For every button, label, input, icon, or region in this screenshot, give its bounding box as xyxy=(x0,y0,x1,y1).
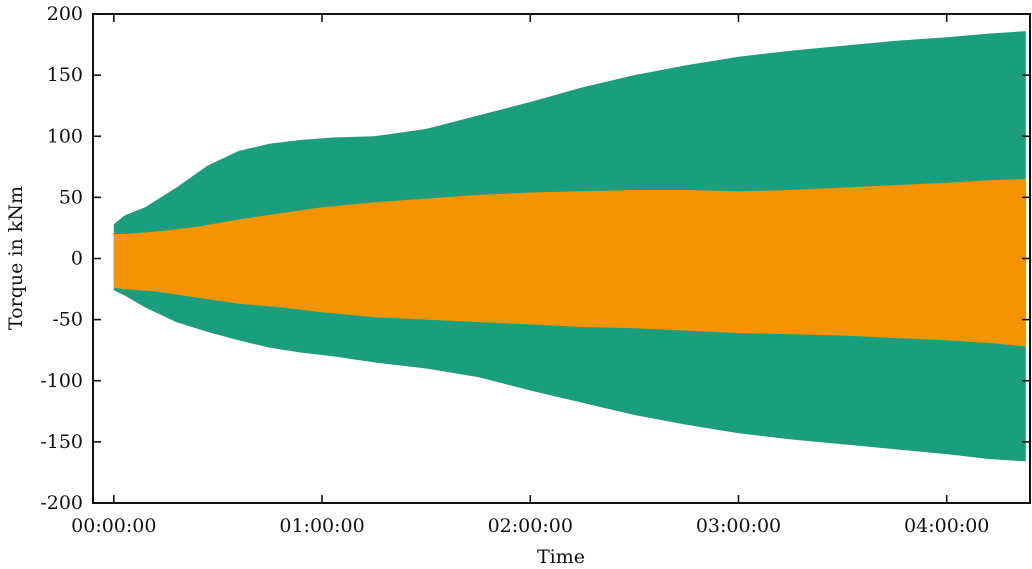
y-tick-label: -100 xyxy=(40,370,83,392)
y-tick-label: -50 xyxy=(52,309,83,331)
x-tick-label: 02:00:00 xyxy=(488,515,573,537)
x-axis-title: Time xyxy=(537,546,585,568)
y-tick-label: -200 xyxy=(40,492,83,514)
x-tick-label: 03:00:00 xyxy=(696,515,781,537)
y-tick-label: 50 xyxy=(59,186,83,208)
y-tick-label: 100 xyxy=(47,125,83,147)
x-axis: 00:00:00 01:00:00 02:00:00 03:00:00 04:00:00 xyxy=(71,14,989,537)
y-axis: 200 150 100 50 0 -50 -100 -150 -200 xyxy=(40,3,1030,514)
plot-area xyxy=(113,31,1026,462)
x-tick-label: 00:00:00 xyxy=(71,515,156,537)
y-tick-label: 150 xyxy=(47,64,83,86)
y-tick-label: -150 xyxy=(40,431,83,453)
x-tick-label: 01:00:00 xyxy=(279,515,364,537)
series-2-envelope xyxy=(113,179,1026,347)
x-tick-label: 04:00:00 xyxy=(904,515,989,537)
y-tick-label: 0 xyxy=(71,248,83,270)
y-tick-label: 200 xyxy=(47,3,83,25)
y-axis-title: Torque in kNm xyxy=(5,186,27,330)
